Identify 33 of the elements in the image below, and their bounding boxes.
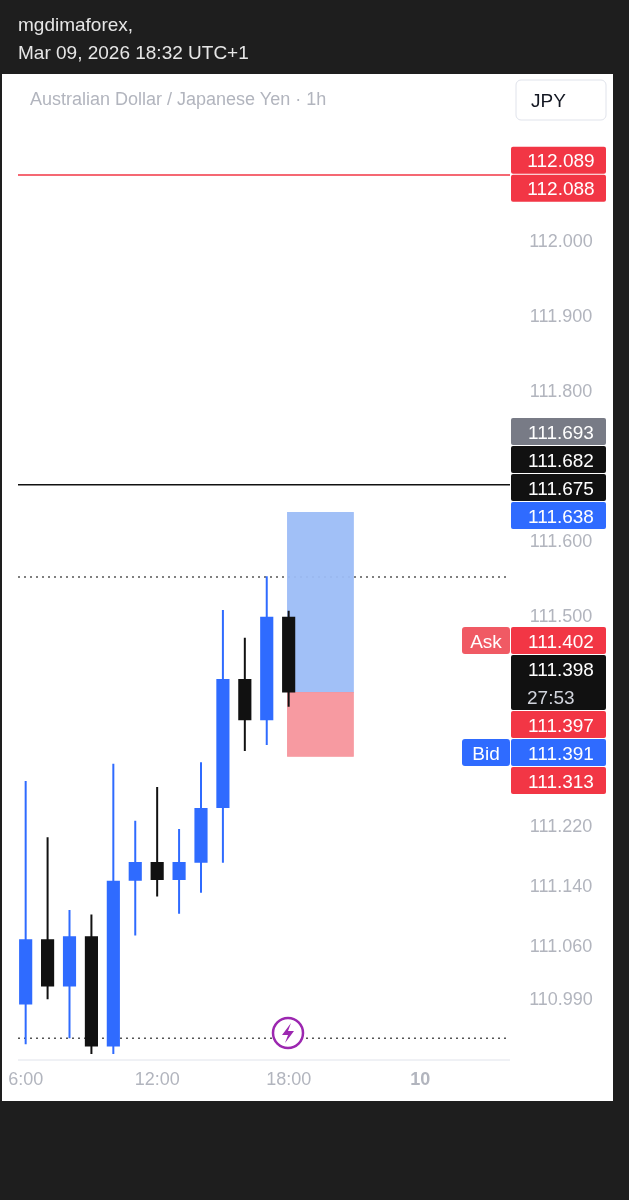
y-tick-label: 111.800 [529,381,593,402]
y-tick-label: 111.500 [529,606,593,627]
annotation: Ask [470,630,503,652]
y-tick-label: 112.000 [529,231,593,252]
candlestick [128,819,142,937]
ref-line-label: 112.088 [527,178,595,200]
x-tick-label: 12:00 [134,1069,180,1089]
text: 111.638 [528,505,594,527]
text: JPY [531,90,567,111]
y-tick-label: 111.900 [529,306,593,327]
y-tick-label: 110.990 [529,988,593,1009]
text: 111.398 27:53 [527,658,594,708]
text: 111.693 [528,421,594,443]
y-tick-label: 111.600 [529,531,593,552]
text: Mar 09, 2026 18:32 UTC+1 [18,42,249,63]
y-tick-label: 111.140 [529,876,593,897]
candlestick [150,786,164,898]
x-tick-label: 6:00 [8,1069,44,1089]
ref-line-label: 111.675 [528,477,594,499]
text: 111.682 [528,449,594,471]
y-tick-label: 111.220 [529,816,593,837]
text: mgdimaforex, [18,14,134,35]
candlestick [172,828,186,915]
text: 111.397 [528,714,594,736]
text: Australian Dollar / Japanese Yen · 1h [30,89,327,109]
text: 111.391 [528,742,594,764]
annotation: Bid [472,742,500,764]
text: 111.402 [528,630,594,652]
text: 111.313 [528,770,594,792]
y-tick-label: 111.060 [529,936,593,957]
x-tick-label: 18:00 [266,1069,312,1089]
text: 112.089 [527,150,595,172]
x-tick-label: 10 [410,1069,431,1089]
